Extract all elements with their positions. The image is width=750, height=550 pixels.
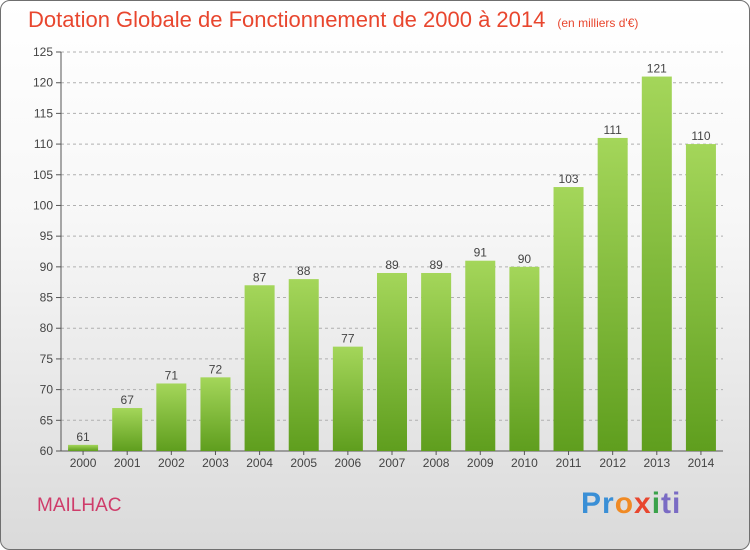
bar xyxy=(332,346,363,451)
data-label: 71 xyxy=(165,368,179,382)
bar xyxy=(421,272,452,451)
data-label: 111 xyxy=(604,123,623,137)
logo-part: x xyxy=(634,487,652,520)
data-label: 72 xyxy=(209,362,223,376)
bar xyxy=(244,285,275,451)
bar xyxy=(68,444,99,451)
data-label: 67 xyxy=(121,393,135,407)
x-tick-label: 2000 xyxy=(70,456,97,470)
bar xyxy=(553,187,584,452)
proxiti-logo: Proxiti xyxy=(581,487,681,521)
y-tick-label: 125 xyxy=(33,45,53,59)
data-label: 61 xyxy=(76,430,90,444)
x-tick-label: 2004 xyxy=(246,456,273,470)
x-tick-label: 2002 xyxy=(158,456,185,470)
data-label: 90 xyxy=(518,252,532,266)
y-tick-label: 105 xyxy=(33,168,53,182)
y-tick-label: 65 xyxy=(40,413,54,427)
data-label: 87 xyxy=(253,270,267,284)
bar xyxy=(376,272,408,451)
bar xyxy=(200,377,231,451)
x-tick-label: 2007 xyxy=(379,456,406,470)
chart-title-text: Dotation Globale de Fonctionnement de 20… xyxy=(28,7,546,32)
data-label: 88 xyxy=(297,264,311,278)
data-label: 89 xyxy=(429,258,443,272)
logo-part: Pr xyxy=(581,487,615,520)
bar xyxy=(112,408,143,451)
data-label: 121 xyxy=(647,62,667,76)
x-tick-label: 2013 xyxy=(643,456,670,470)
bar xyxy=(597,137,628,451)
x-tick-label: 2006 xyxy=(335,456,362,470)
bar xyxy=(641,76,672,452)
x-tick-label: 2003 xyxy=(202,456,229,470)
y-tick-label: 85 xyxy=(40,291,54,305)
bar xyxy=(465,260,496,451)
bar xyxy=(509,266,540,451)
y-tick-label: 100 xyxy=(33,198,53,212)
y-tick-label: 115 xyxy=(34,106,53,120)
x-tick-label: 2001 xyxy=(114,456,141,470)
data-label: 91 xyxy=(474,246,488,260)
y-tick-label: 110 xyxy=(34,137,53,151)
x-tick-label: 2008 xyxy=(423,456,450,470)
x-tick-label: 2011 xyxy=(556,456,582,470)
logo-part: ti xyxy=(661,487,682,520)
y-tick-label: 80 xyxy=(40,321,54,335)
bar-layer xyxy=(68,76,716,452)
y-tick-label: 75 xyxy=(40,352,54,366)
y-tick-label: 90 xyxy=(40,260,54,274)
y-tick-label: 60 xyxy=(40,444,54,458)
y-tick-label: 120 xyxy=(33,76,53,90)
bar xyxy=(156,383,187,451)
y-tick-label: 70 xyxy=(40,383,54,397)
data-label: 89 xyxy=(385,258,399,272)
label-layer: 60 65 70 75 80 85 90 95 100 105 110 115 120 125 61 2000… xyxy=(33,45,715,470)
bar xyxy=(685,144,716,452)
x-tick-label: 2014 xyxy=(688,456,715,470)
data-label: 103 xyxy=(559,172,579,186)
x-tick-label: 2012 xyxy=(599,456,626,470)
chart-title: Dotation Globale de Fonctionnement de 20… xyxy=(28,7,638,33)
logo-part: i xyxy=(651,487,662,520)
y-tick-label: 95 xyxy=(40,229,54,243)
bar xyxy=(288,279,319,451)
unit-label: (en milliers d'€) xyxy=(557,16,639,30)
x-tick-label: 2005 xyxy=(290,456,317,470)
data-label: 77 xyxy=(341,332,355,346)
commune-name: MAILHAC xyxy=(37,495,122,516)
logo-part: o xyxy=(614,487,635,520)
x-tick-label: 2009 xyxy=(467,456,494,470)
data-label: 110 xyxy=(691,129,710,143)
x-tick-label: 2010 xyxy=(511,456,538,470)
